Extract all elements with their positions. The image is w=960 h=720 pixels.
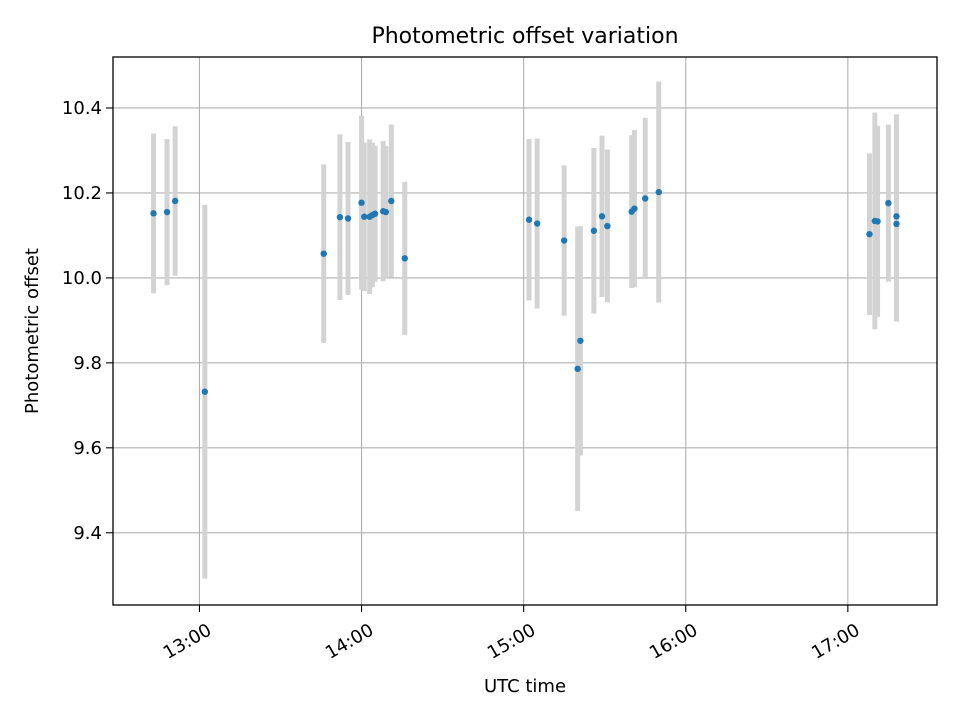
- data-point: [866, 230, 873, 238]
- data-point: [525, 216, 533, 223]
- grid: [113, 57, 937, 605]
- y-tick-label: 10.2: [62, 183, 102, 204]
- x-axis-label: UTC time: [484, 676, 566, 697]
- data-point: [631, 205, 638, 212]
- data-point: [336, 213, 344, 221]
- data-point: [885, 199, 892, 207]
- data-point: [388, 197, 395, 205]
- y-axis-label: Photometric offset: [22, 248, 43, 414]
- plot-area-frame: [112, 56, 938, 606]
- y-tick-label: 9.8: [73, 353, 102, 374]
- chart-title: Photometric offset variation: [371, 24, 678, 49]
- data-point: [577, 337, 584, 344]
- data-point: [371, 210, 379, 217]
- data-point: [574, 365, 581, 373]
- data-point: [344, 215, 352, 222]
- data-point: [320, 250, 327, 257]
- data-point: [642, 195, 649, 202]
- data-point: [874, 218, 881, 225]
- data-point: [361, 213, 368, 220]
- y-tick-label: 10.4: [62, 98, 102, 119]
- data-point: [590, 227, 598, 234]
- data-point: [163, 208, 171, 216]
- data-point: [150, 210, 157, 217]
- y-axis-ticks: 9.4 9.6 9.8 10.0 10.2 10.4: [62, 98, 113, 544]
- data-point: [893, 220, 900, 228]
- data-point: [598, 213, 606, 220]
- y-tick-label: 10.0: [62, 268, 102, 289]
- data-points: [150, 188, 900, 395]
- y-tick-label: 9.6: [73, 438, 102, 459]
- y-tick-label: 9.4: [73, 523, 102, 544]
- data-point: [893, 213, 900, 220]
- data-point: [382, 208, 390, 216]
- data-point: [604, 222, 611, 230]
- data-point: [401, 255, 408, 262]
- data-point: [533, 220, 541, 227]
- data-point: [560, 237, 568, 244]
- data-point: [655, 188, 662, 196]
- data-point: [358, 199, 365, 206]
- data-point: [201, 388, 209, 395]
- data-point: [171, 197, 179, 205]
